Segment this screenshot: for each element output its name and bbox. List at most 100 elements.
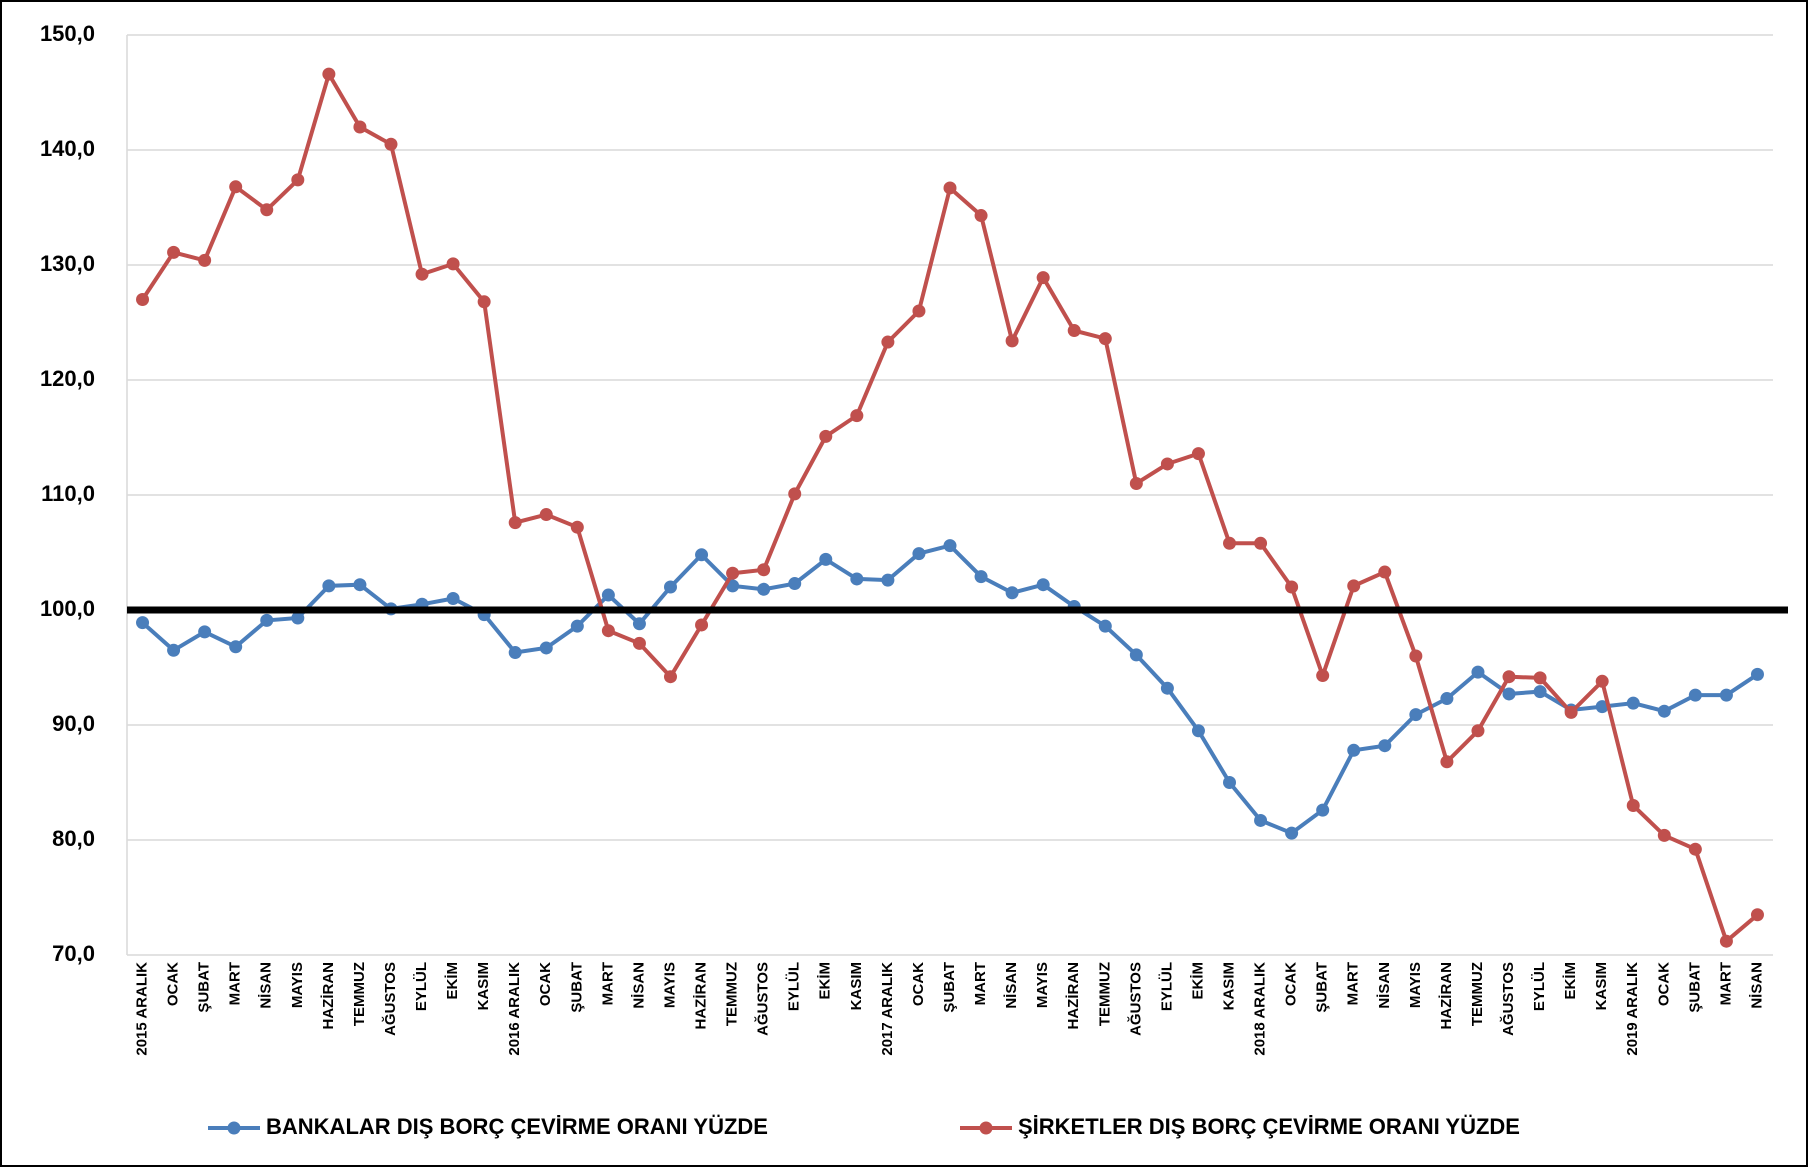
data-point — [1129, 477, 1143, 490]
data-point — [850, 572, 864, 586]
data-point — [1316, 669, 1330, 683]
data-point — [1657, 704, 1671, 718]
data-point — [1160, 681, 1174, 695]
x-tick-label: KASIM — [848, 962, 865, 1010]
data-point — [229, 180, 243, 194]
x-tick-label: MAYIS — [1407, 962, 1424, 1008]
data-point — [136, 293, 150, 306]
x-tick-label: EKİM — [1189, 962, 1206, 1000]
data-point — [850, 409, 864, 423]
data-point — [167, 245, 181, 259]
data-point — [601, 624, 615, 638]
x-tick-label: AĞUSTOS — [1499, 962, 1517, 1036]
data-point — [1347, 579, 1361, 593]
data-point — [1688, 842, 1702, 856]
legend-label: BANKALAR DIŞ BORÇ ÇEVİRME ORANI YÜZDE — [266, 1114, 768, 1139]
x-tick-label: 2019 ARALIK — [1624, 962, 1641, 1056]
legend-marker — [227, 1121, 241, 1135]
data-point — [819, 552, 833, 566]
data-point — [1688, 688, 1702, 702]
data-point — [1409, 649, 1423, 663]
y-tick-label: 110,0 — [41, 481, 95, 506]
data-point — [539, 641, 553, 655]
data-point — [446, 257, 460, 271]
x-tick-label: EKİM — [444, 962, 461, 1000]
data-point — [353, 578, 367, 592]
x-tick-label: EYLÜL — [1531, 962, 1548, 1011]
x-tick-label: NİSAN — [1376, 962, 1393, 1009]
x-tick-label: ŞUBAT — [568, 962, 585, 1013]
x-tick-label: MART — [599, 962, 616, 1005]
data-point — [912, 304, 926, 318]
data-point — [943, 181, 957, 195]
x-tick-label: TEMMUZ — [724, 962, 741, 1026]
data-point — [1502, 670, 1516, 684]
data-point — [695, 548, 709, 562]
data-point — [1254, 536, 1268, 550]
data-point — [912, 547, 926, 561]
x-tick-label: MART — [227, 962, 244, 1005]
data-point — [974, 570, 988, 584]
data-point — [1223, 536, 1237, 550]
data-point — [1533, 685, 1547, 699]
y-tick-label: 70,0 — [52, 941, 95, 966]
x-tick-label: OCAK — [1655, 962, 1672, 1006]
x-tick-label: ŞUBAT — [196, 962, 213, 1013]
data-point — [663, 670, 677, 684]
data-point — [260, 203, 274, 217]
y-tick-label: 150,0 — [40, 21, 95, 46]
data-point — [260, 613, 274, 627]
data-point — [632, 636, 646, 650]
data-point — [1098, 332, 1112, 346]
x-tick-label: MART — [1717, 962, 1734, 1005]
data-point — [881, 335, 895, 349]
data-point — [1440, 755, 1454, 769]
data-point — [1719, 934, 1733, 948]
x-tick-label: KASIM — [1220, 962, 1237, 1010]
x-tick-label: TEMMUZ — [351, 962, 368, 1026]
x-tick-label: HAZİRAN — [1438, 962, 1455, 1030]
x-tick-label: TEMMUZ — [1469, 962, 1486, 1026]
data-point — [570, 520, 584, 534]
data-point — [881, 573, 895, 587]
data-point — [1129, 648, 1143, 662]
data-point — [1626, 696, 1640, 710]
data-point — [943, 539, 957, 553]
x-tick-label: HAZİRAN — [320, 962, 337, 1030]
data-point — [322, 67, 336, 81]
data-point — [1347, 743, 1361, 757]
y-tick-label: 140,0 — [40, 136, 95, 161]
data-point — [1285, 826, 1299, 840]
data-point — [167, 643, 181, 657]
x-tick-label: KASIM — [475, 962, 492, 1010]
x-tick-label: NİSAN — [1748, 962, 1765, 1009]
y-tick-label: 90,0 — [52, 711, 95, 736]
data-point — [322, 579, 336, 593]
x-tick-label: 2016 ARALIK — [506, 962, 523, 1056]
x-tick-label: 2017 ARALIK — [879, 962, 896, 1056]
data-point — [446, 592, 460, 605]
data-point — [663, 580, 677, 594]
data-point — [1005, 334, 1019, 348]
legend-marker — [979, 1121, 993, 1135]
data-point — [601, 588, 615, 602]
data-point — [229, 640, 243, 654]
data-point — [353, 120, 367, 134]
x-tick-label: EKİM — [1562, 962, 1579, 1000]
data-point — [1254, 813, 1268, 827]
y-tick-label: 130,0 — [40, 251, 95, 276]
data-point — [1223, 776, 1237, 789]
x-tick-label: OCAK — [165, 962, 182, 1006]
x-tick-label: AĞUSTOS — [1126, 962, 1144, 1036]
data-point — [1471, 665, 1485, 679]
x-tick-label: ŞUBAT — [941, 962, 958, 1013]
data-point — [1750, 908, 1764, 922]
data-point — [1595, 674, 1609, 688]
y-tick-label: 120,0 — [40, 366, 95, 391]
data-point — [1067, 324, 1081, 338]
data-point — [136, 616, 150, 630]
data-point — [1036, 578, 1050, 592]
data-point — [1098, 619, 1112, 633]
data-point — [198, 253, 212, 267]
